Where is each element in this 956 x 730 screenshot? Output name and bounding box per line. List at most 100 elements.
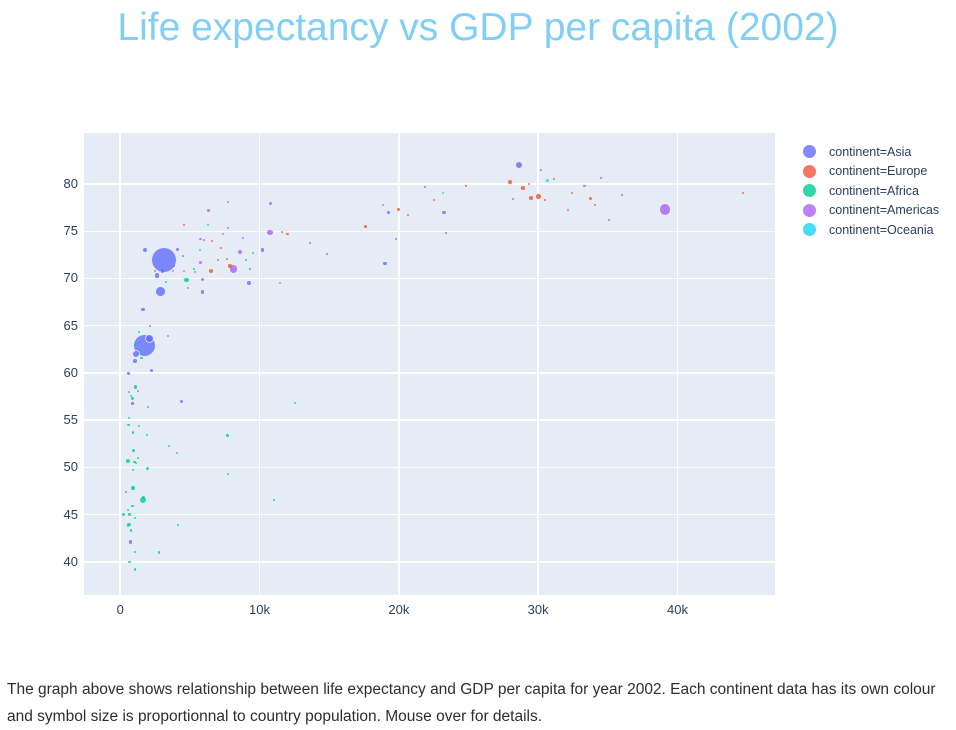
bubble-slovak-republic[interactable] [309,241,312,244]
plot-background[interactable] [84,133,775,595]
bubble-reunion[interactable] [207,223,210,226]
bubble-burundi[interactable] [125,491,128,494]
bubble-iceland[interactable] [553,178,556,181]
bubble-belgium[interactable] [543,198,547,202]
bubble-myanmar[interactable] [126,371,132,377]
legend-item-americas[interactable]: continent=Americas [799,201,956,221]
bubble-united-states[interactable] [658,203,672,216]
bubble-zambia[interactable] [133,568,137,571]
bubble-paraguay[interactable] [171,269,174,272]
bubble-jamaica[interactable] [216,258,219,261]
bubble-ireland[interactable] [593,203,596,206]
bubble-bulgaria[interactable] [226,257,229,260]
bubble-south-africa[interactable] [225,432,231,438]
bubble-serbia[interactable] [219,247,223,250]
bubble-kuwait[interactable] [608,218,611,221]
bubble-australia[interactable] [546,178,550,182]
bubble-panama[interactable] [221,233,224,236]
bubble-cote-d-ivoire[interactable] [141,496,145,500]
bubble-costa-rica[interactable] [226,200,229,203]
bubble-colombia[interactable] [198,260,203,265]
bubble-chad[interactable] [135,461,138,464]
bubble-mozambique[interactable] [127,522,131,526]
bubble-ecuador[interactable] [199,237,202,241]
bubble-algeria[interactable] [191,267,196,272]
bubble-afghanistan[interactable] [128,540,133,544]
bubble-congo-rep-[interactable] [167,444,170,447]
bubble-yemen-rep-[interactable] [149,368,153,372]
bubble-mauritania[interactable] [141,351,144,354]
bubble-lebanon[interactable] [248,268,251,271]
bubble-albania[interactable] [183,223,186,226]
bubble-central-african-republic[interactable] [129,529,132,532]
bubble-lesotho[interactable] [134,517,137,520]
bubble-congo-dem-rep-[interactable] [120,511,127,518]
bubble-united-kingdom[interactable] [528,195,534,201]
bubble-canada[interactable] [582,183,587,188]
bubble-hong-kong-china[interactable] [540,168,543,171]
bubble-niger[interactable] [127,423,130,427]
bubble-honduras[interactable] [162,290,165,293]
bubble-mauritius[interactable] [244,258,247,261]
bubble-gambia[interactable] [128,390,131,393]
bubble-puerto-rico[interactable] [381,203,384,206]
bubble-sudan[interactable] [145,404,151,410]
bubble-mali[interactable] [132,449,135,452]
bubble-peru[interactable] [200,277,205,282]
bubble-poland[interactable] [285,231,290,237]
bubble-kenya[interactable] [136,455,141,461]
bubble-finland[interactable] [512,198,515,201]
bubble-ghana[interactable] [134,385,138,389]
bubble-angola[interactable] [157,551,161,554]
bubble-swaziland[interactable] [176,524,179,527]
bubble-saudi-arabia[interactable] [383,261,387,266]
bubble-malawi[interactable] [128,513,131,516]
legend-item-africa[interactable]: continent=Africa [799,181,956,201]
bubble-bangladesh[interactable] [131,349,141,359]
bubble-guinea[interactable] [132,431,135,434]
bubble-comoros[interactable] [134,343,137,346]
bubble-cuba[interactable] [207,209,210,212]
bubble-benin[interactable] [138,424,141,427]
bubble-djibouti[interactable] [145,434,148,437]
bubble-ethiopia[interactable] [124,457,131,464]
bubble-netherlands[interactable] [588,196,592,200]
bubble-guatemala[interactable] [186,286,190,290]
bubble-cambodia[interactable] [131,401,134,405]
bubble-nigeria[interactable] [138,495,147,504]
bubble-west-bank-and-gaza[interactable] [182,254,185,257]
bubble-venezuela[interactable] [238,250,242,254]
bubble-sierra-leone[interactable] [134,551,137,554]
bubble-croatia[interactable] [281,231,284,234]
bubble-portugal[interactable] [397,208,400,211]
bubble-madagascar[interactable] [131,397,135,400]
bubble-romania[interactable] [228,264,232,268]
bubble-thailand[interactable] [199,288,206,295]
bubble-taiwan[interactable] [442,210,446,215]
bubble-togo[interactable] [130,394,133,397]
bubble-sweden[interactable] [527,182,531,186]
bubble-mongolia[interactable] [149,324,152,327]
legend-item-europe[interactable]: continent=Europe [799,162,956,182]
bubble-chile[interactable] [268,202,272,206]
bubble-montenegro[interactable] [210,239,213,242]
bubble-nicaragua[interactable] [153,269,156,272]
bubble-japan[interactable] [514,161,523,170]
bubble-gabon[interactable] [293,402,296,405]
bubble-indonesia[interactable] [154,286,166,297]
bubble-bosnia-and-herzegovina[interactable] [203,238,206,241]
bubble-somalia[interactable] [131,505,134,508]
bubble-uganda[interactable] [131,486,135,491]
bubble-israel[interactable] [424,185,427,188]
bubble-denmark[interactable] [567,209,570,212]
bubble-korea-rep-[interactable] [385,209,391,215]
bubble-sao-tome-and-principe[interactable] [138,331,141,334]
bubble-singapore[interactable] [621,194,624,197]
bubble-pakistan[interactable] [144,334,154,344]
bubble-switzerland[interactable] [599,177,602,180]
bubble-austria[interactable] [570,192,573,195]
bubble-eritrea[interactable] [128,417,131,420]
bubble-uruguay[interactable] [226,227,229,230]
bubble-liberia[interactable] [126,525,129,528]
bubble-libya[interactable] [252,251,255,254]
